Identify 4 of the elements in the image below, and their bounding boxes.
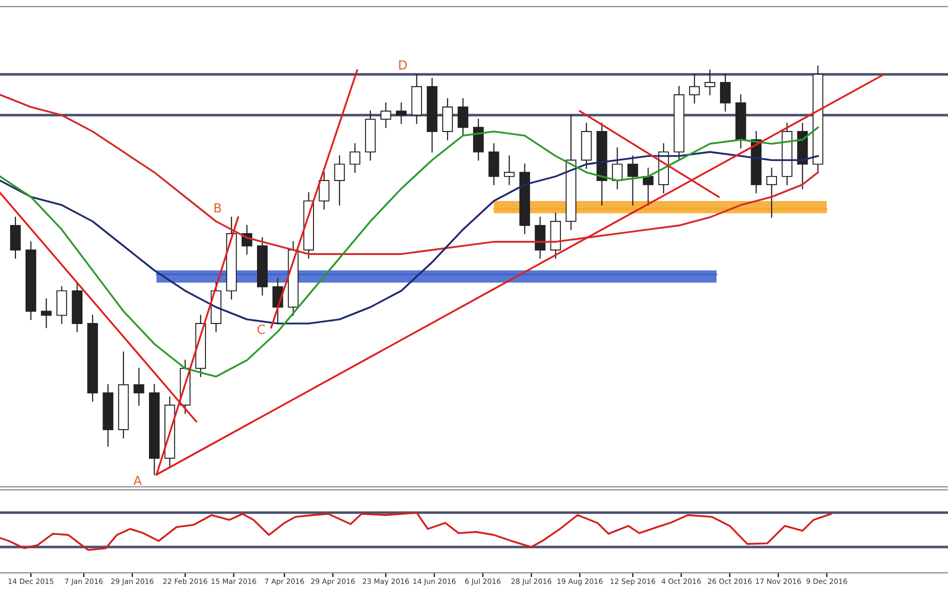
annotation: B bbox=[214, 203, 222, 212]
annotation: C bbox=[257, 324, 265, 334]
annotation: A bbox=[133, 476, 142, 485]
annotation: D bbox=[399, 60, 407, 70]
